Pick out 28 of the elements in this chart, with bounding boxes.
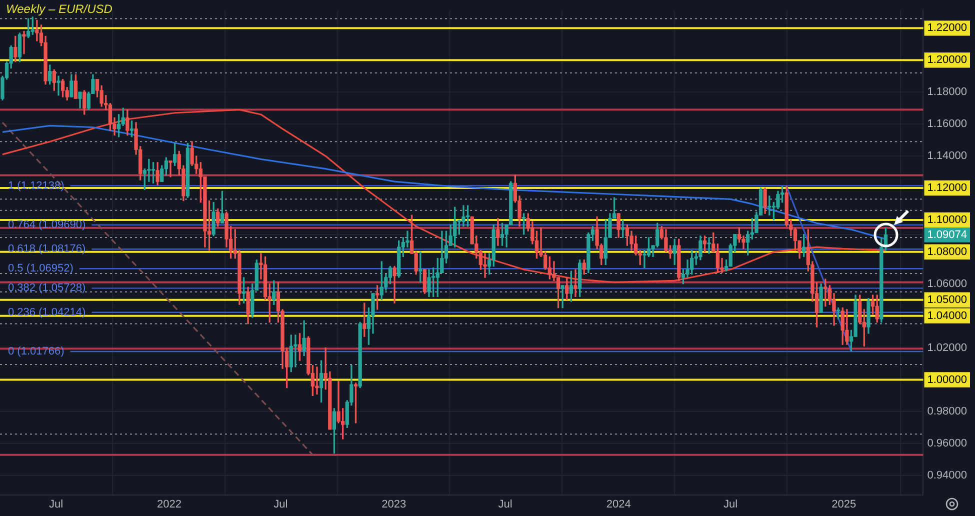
y-tick-label: 0.96000 [927, 438, 968, 450]
chart-title: Weekly – EUR/USD [6, 2, 112, 16]
x-tick-label: 2023 [382, 498, 406, 510]
y-tick-label: 1.04000 [927, 310, 968, 322]
x-tick-label: Jul [498, 498, 512, 510]
y-tick-label: 1.22000 [927, 22, 968, 34]
ref-line-label: 0.382 (1.05728) [8, 282, 86, 294]
y-tick-label: 1.10000 [927, 214, 968, 226]
y-tick-label: 1.09074 [927, 228, 968, 241]
y-tick-label: 1.06000 [927, 278, 968, 290]
y-tick-label: 1.05000 [927, 294, 968, 306]
x-tick-label: 2022 [157, 498, 182, 510]
y-tick-label: 1.12000 [927, 182, 968, 194]
y-tick-label: 0.94000 [927, 470, 968, 482]
y-tick-label: 1.02000 [927, 342, 968, 354]
y-tick-label: 1.16000 [927, 118, 968, 130]
x-tick-label: Jul [274, 498, 288, 510]
y-tick-label: 0.98000 [927, 406, 968, 418]
ref-line-label: 0.5 (1.06952) [8, 262, 74, 275]
y-tick-label: 1.14000 [927, 150, 968, 162]
x-tick-label: 2024 [606, 498, 631, 510]
y-tick-label: 1.00000 [927, 374, 968, 386]
y-tick-label: 1.08000 [927, 246, 968, 258]
y-tick-label: 1.20000 [927, 54, 968, 66]
y-tick-label: 1.18000 [927, 86, 968, 98]
x-tick-label: Jul [48, 498, 64, 510]
x-tick-label: Jul [724, 498, 738, 510]
x-tick-label: 2025 [832, 498, 856, 510]
